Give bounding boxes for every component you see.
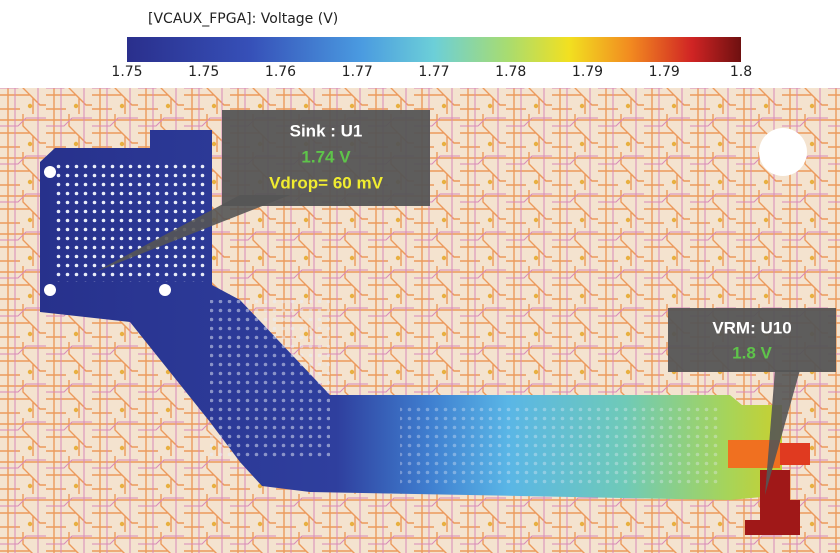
- vrm-callout: VRM: U10 1.8 V: [668, 308, 836, 495]
- colorbar-tick-label: 1.77: [342, 64, 373, 80]
- callout-voltage: 1.8 V: [732, 343, 772, 362]
- colorbar-tick-label: 1.77: [418, 64, 449, 80]
- colorbar-tick-label: 1.75: [111, 64, 142, 80]
- callout-note: Vdrop= 60 mV: [269, 173, 384, 192]
- colorbar: [127, 37, 741, 62]
- colorbar-tick-label: 1.78: [495, 64, 526, 80]
- callout-label: VRM: U10: [712, 318, 791, 337]
- sink-callout: Sink : U1 1.74 V Vdrop= 60 mV: [95, 110, 430, 272]
- colorbar-ticks: 1.75 1.75 1.76 1.77 1.77 1.78 1.79 1.79 1.8: [111, 64, 752, 80]
- callout-voltage: 1.74 V: [301, 147, 351, 166]
- colorbar-tick-label: 1.75: [188, 64, 219, 80]
- colorbar-tick-label: 1.79: [572, 64, 603, 80]
- colorbar-tick-label: 1.76: [265, 64, 296, 80]
- callout-label: Sink : U1: [290, 121, 363, 140]
- colorbar-title: [VCAUX_FPGA]: Voltage (V): [148, 11, 338, 27]
- colorbar-tick-label: 1.8: [730, 64, 752, 80]
- colorbar-tick-label: 1.79: [649, 64, 680, 80]
